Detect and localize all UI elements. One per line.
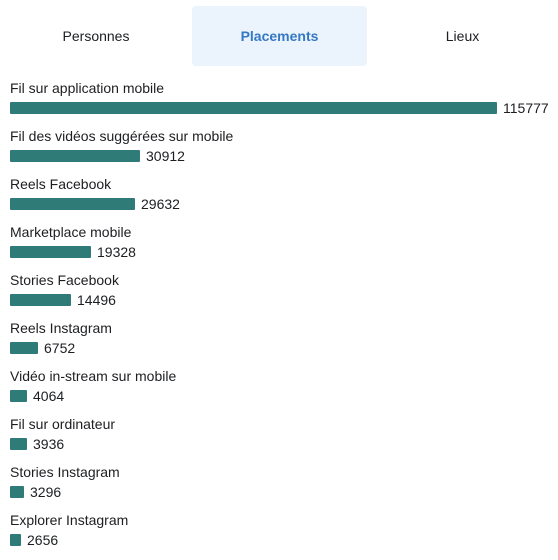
placement-tabs: Personnes Placements Lieux [0, 6, 558, 66]
placement-label: Stories Instagram [10, 464, 120, 480]
placement-row: Reels Instagram 6752 [10, 320, 550, 368]
placement-row: Reels Facebook 29632 [10, 176, 550, 224]
placement-bar-line: 30912 [10, 149, 185, 163]
placement-bar [10, 102, 497, 114]
placement-bar-line: 3936 [10, 437, 64, 451]
placement-label: Stories Facebook [10, 272, 119, 288]
placement-row: Fil des vidéos suggérées sur mobile 30912 [10, 128, 550, 176]
placement-value: 115777 [503, 100, 549, 116]
placement-label: Fil sur ordinateur [10, 416, 116, 432]
placement-value: 3296 [30, 484, 62, 500]
placement-label: Reels Instagram [10, 320, 112, 336]
placement-bar [10, 390, 27, 402]
placement-bar [10, 246, 91, 258]
placement-bar-line: 115777 [10, 101, 549, 115]
placement-bar [10, 486, 24, 498]
tab-lieux[interactable]: Lieux [445, 28, 480, 44]
placement-bar-line: 2656 [10, 533, 58, 547]
placement-row: Fil sur application mobile 115777 [10, 80, 550, 128]
placement-row: Stories Facebook 14496 [10, 272, 550, 320]
placement-bar-chart: Fil sur application mobile 115777 Fil des … [10, 80, 550, 560]
placement-row: Explorer Instagram 2656 [10, 512, 550, 560]
placement-bar-line: 14496 [10, 293, 116, 307]
placement-value: 19328 [97, 244, 136, 260]
placement-value: 30912 [146, 148, 185, 164]
placement-value: 4064 [33, 388, 65, 404]
placement-row: Marketplace mobile 19328 [10, 224, 550, 272]
placement-row: Stories Instagram 3296 [10, 464, 550, 512]
placement-label: Marketplace mobile [10, 224, 132, 240]
placement-bar-line: 6752 [10, 341, 75, 355]
tab-personnes[interactable]: Personnes [62, 28, 130, 44]
tab-placements[interactable]: Placements [192, 6, 367, 66]
placement-bar [10, 534, 21, 546]
placement-bar [10, 150, 140, 162]
placement-value: 29632 [141, 196, 180, 212]
placement-bar [10, 342, 38, 354]
placement-bar [10, 438, 27, 450]
placement-bar-line: 19328 [10, 245, 136, 259]
placement-value: 3936 [33, 436, 65, 452]
placement-bar-line: 29632 [10, 197, 180, 211]
placement-label: Fil des vidéos suggérées sur mobile [10, 128, 234, 144]
placement-bar [10, 198, 135, 210]
placement-row: Vidéo in-stream sur mobile 4064 [10, 368, 550, 416]
placement-label: Reels Facebook [10, 176, 112, 192]
placement-label: Vidéo in-stream sur mobile [10, 368, 177, 384]
placement-bar-line: 4064 [10, 389, 64, 403]
placement-value: 14496 [77, 292, 116, 308]
placement-bar [10, 294, 71, 306]
placement-value: 6752 [44, 340, 76, 356]
placement-label: Fil sur application mobile [10, 80, 165, 96]
placement-row: Fil sur ordinateur 3936 [10, 416, 550, 464]
placement-bar-line: 3296 [10, 485, 61, 499]
placement-label: Explorer Instagram [10, 512, 129, 528]
placement-value: 2656 [27, 532, 59, 548]
